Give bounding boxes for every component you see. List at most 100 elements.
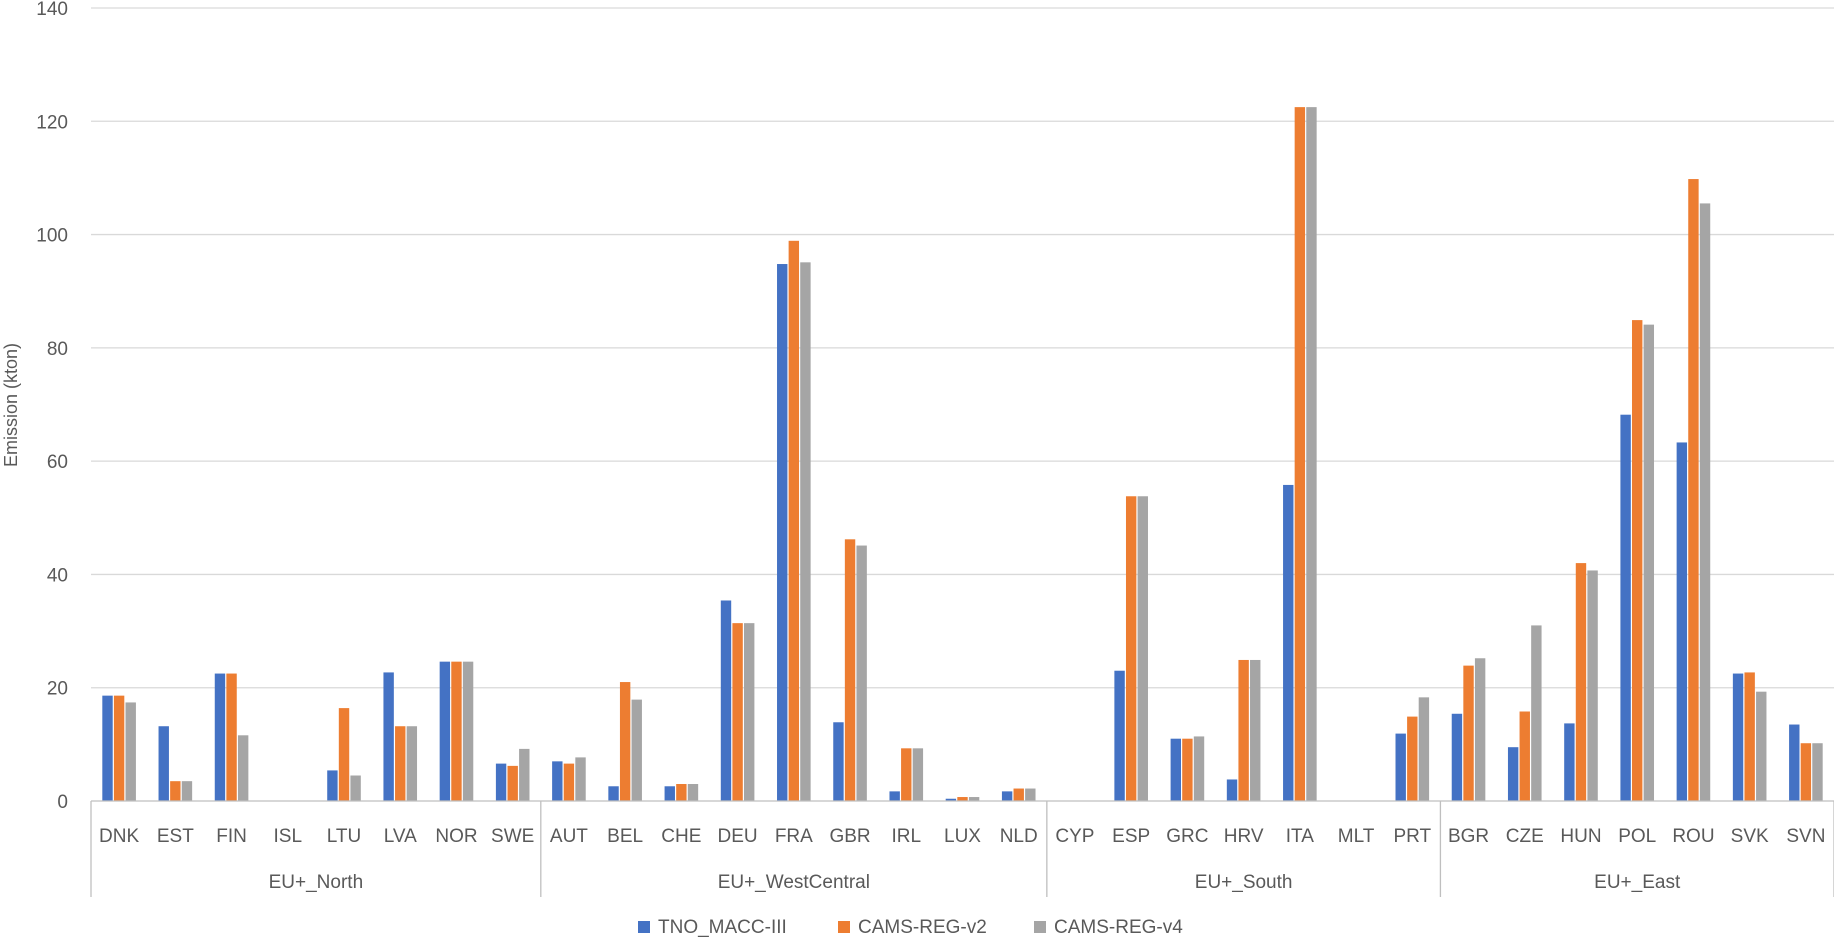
bar-fra-cams-reg-v2 <box>788 240 800 802</box>
x-tick-label: POL <box>1618 826 1656 847</box>
y-tick-label: 40 <box>47 565 68 586</box>
x-tick-label: ITA <box>1286 826 1314 847</box>
x-tick-label: FRA <box>775 826 813 847</box>
bar-che-cams-reg-v2 <box>676 784 687 801</box>
bar-nor-cams-reg-v2 <box>451 661 462 801</box>
bar-bel-cams-reg-v2 <box>619 682 631 801</box>
bar-aut-cams-reg-v2 <box>563 763 575 801</box>
bar-ita-cams-reg-v4 <box>1306 107 1317 801</box>
x-tick-label: NOR <box>435 826 477 847</box>
y-tick-label: 0 <box>57 792 68 813</box>
bar-lva-tno-macc-iii <box>383 672 394 801</box>
bar-swe-tno-macc-iii <box>495 763 507 801</box>
x-tick-label: DNK <box>99 826 139 847</box>
bar-hrv-cams-reg-v2 <box>1238 659 1249 801</box>
x-tick-label: HRV <box>1224 826 1264 847</box>
x-tick-label: GBR <box>829 826 870 847</box>
bar-cze-cams-reg-v2 <box>1519 711 1530 801</box>
bar-gbr-cams-reg-v4 <box>856 545 867 801</box>
bars <box>102 107 1823 802</box>
bar-cze-cams-reg-v4 <box>1531 625 1542 801</box>
bar-hun-cams-reg-v4 <box>1587 570 1598 801</box>
bar-deu-cams-reg-v4 <box>743 623 755 801</box>
bar-nld-cams-reg-v4 <box>1025 788 1036 801</box>
bar-nld-cams-reg-v2 <box>1013 788 1024 801</box>
x-tick-label: PRT <box>1393 826 1431 847</box>
bar-cze-tno-macc-iii <box>1507 747 1519 801</box>
x-tick-label: DEU <box>718 826 758 847</box>
bar-pol-cams-reg-v2 <box>1632 320 1643 801</box>
x-tick-label: LTU <box>327 826 361 847</box>
bar-ita-tno-macc-iii <box>1283 484 1294 801</box>
bar-bel-tno-macc-iii <box>608 786 619 801</box>
bar-rou-cams-reg-v2 <box>1688 179 1699 802</box>
bar-est-cams-reg-v2 <box>170 781 181 801</box>
bar-pol-tno-macc-iii <box>1620 414 1631 801</box>
x-tick-label: ROU <box>1672 826 1714 847</box>
x-tick-label: FIN <box>216 826 247 847</box>
bar-aut-tno-macc-iii <box>552 761 563 801</box>
bar-bel-cams-reg-v4 <box>631 699 642 801</box>
bar-esp-cams-reg-v2 <box>1125 496 1137 801</box>
y-axis-ticks: 0 20 40 60 80 100 120 140 <box>36 0 68 813</box>
bar-swe-cams-reg-v2 <box>507 765 518 801</box>
bar-nor-tno-macc-iii <box>439 661 451 801</box>
x-tick-label: IRL <box>891 826 921 847</box>
bar-hun-tno-macc-iii <box>1564 723 1575 801</box>
bar-rou-tno-macc-iii <box>1676 442 1688 801</box>
bar-prt-cams-reg-v2 <box>1407 716 1418 801</box>
group-label: EU+_East <box>1594 872 1681 893</box>
bar-lva-cams-reg-v4 <box>406 726 418 801</box>
bar-deu-cams-reg-v2 <box>732 623 743 801</box>
legend-label: CAMS-REG-v4 <box>1054 917 1183 938</box>
y-tick-label: 20 <box>47 679 68 700</box>
legend-swatch <box>638 921 650 933</box>
bar-irl-cams-reg-v2 <box>901 748 912 801</box>
bar-deu-tno-macc-iii <box>720 600 732 801</box>
bar-esp-tno-macc-iii <box>1114 670 1125 801</box>
legend-swatch <box>1034 921 1046 933</box>
bar-ltu-cams-reg-v2 <box>338 708 350 801</box>
group-label: EU+_WestCentral <box>718 872 870 893</box>
bar-ltu-tno-macc-iii <box>327 770 338 801</box>
y-tick-label: 60 <box>47 452 68 473</box>
x-tick-label: EST <box>157 826 194 847</box>
x-tick-label: NLD <box>1000 826 1038 847</box>
x-tick-label: ESP <box>1112 826 1150 847</box>
bar-nld-tno-macc-iii <box>1001 791 1013 801</box>
y-tick-label: 100 <box>36 226 68 247</box>
bar-esp-cams-reg-v4 <box>1137 496 1148 801</box>
bar-che-cams-reg-v4 <box>687 784 699 801</box>
bar-lux-cams-reg-v2 <box>957 797 968 801</box>
bar-est-tno-macc-iii <box>158 726 169 801</box>
bar-hrv-cams-reg-v4 <box>1250 659 1261 801</box>
x-tick-label: ISL <box>274 826 303 847</box>
bar-bgr-cams-reg-v2 <box>1463 665 1474 801</box>
bar-dnk-cams-reg-v4 <box>125 702 136 801</box>
bar-svn-cams-reg-v4 <box>1812 743 1823 801</box>
x-tick-label: CYP <box>1055 826 1094 847</box>
bar-svk-tno-macc-iii <box>1732 673 1744 801</box>
x-tick-label: SVK <box>1731 826 1769 847</box>
bar-grc-cams-reg-v4 <box>1193 736 1205 801</box>
x-tick-label: HUN <box>1560 826 1601 847</box>
x-tick-label: GRC <box>1166 826 1208 847</box>
bar-lux-tno-macc-iii <box>945 798 957 801</box>
bar-dnk-cams-reg-v2 <box>113 695 125 801</box>
bar-nor-cams-reg-v4 <box>462 661 474 801</box>
bar-swe-cams-reg-v4 <box>519 748 530 801</box>
bar-ita-cams-reg-v2 <box>1294 107 1306 801</box>
x-tick-label: BGR <box>1448 826 1489 847</box>
y-axis-label: Emission (kton) <box>1 343 21 467</box>
bar-bgr-cams-reg-v4 <box>1474 658 1486 801</box>
legend-label: CAMS-REG-v2 <box>858 917 987 938</box>
bar-rou-cams-reg-v4 <box>1699 203 1711 802</box>
x-tick-label: AUT <box>550 826 588 847</box>
bar-irl-cams-reg-v4 <box>912 748 924 801</box>
bar-ltu-cams-reg-v4 <box>350 775 361 801</box>
bar-fin-cams-reg-v4 <box>237 735 249 801</box>
bar-lva-cams-reg-v2 <box>395 726 406 801</box>
legend: TNO_MACC-III CAMS-REG-v2 CAMS-REG-v4 <box>638 917 1183 938</box>
bar-fin-cams-reg-v2 <box>226 673 237 801</box>
